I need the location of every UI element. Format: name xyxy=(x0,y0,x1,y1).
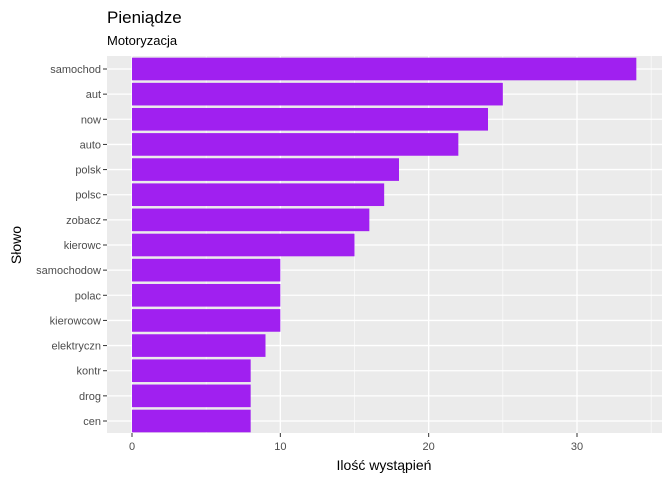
chart-subtitle: Motoryzacja xyxy=(107,33,178,48)
y-axis-title: Słowo xyxy=(8,226,24,264)
bar-polsk xyxy=(132,158,399,181)
y-tick-labels: samochod aut now auto polsk polsc zobacz kierow… xyxy=(36,64,107,428)
bars xyxy=(132,57,637,433)
y-tick-label: samochodow xyxy=(36,265,101,277)
y-tick-label: polsc xyxy=(75,190,101,202)
bar-samochodow xyxy=(132,258,281,282)
y-tick-label: kontr xyxy=(77,366,102,378)
chart-title: Pieniądze xyxy=(107,8,182,27)
x-tick-labels: 0 10 20 30 xyxy=(129,433,583,453)
x-tick-label: 30 xyxy=(571,441,583,453)
bar-drog xyxy=(132,384,251,408)
bar-samochod xyxy=(132,57,637,81)
y-tick-label: zobacz xyxy=(66,215,101,227)
y-tick-label: polac xyxy=(75,290,102,302)
y-tick-label: now xyxy=(81,114,101,126)
y-tick-label: polsk xyxy=(75,165,101,177)
bar-kierowc xyxy=(132,233,355,257)
bar-zobacz xyxy=(132,208,370,232)
y-tick-label: kierowc xyxy=(64,240,102,252)
bar-polac xyxy=(132,283,281,307)
x-tick-label: 0 xyxy=(129,441,135,453)
bar-aut xyxy=(132,82,503,106)
y-tick-label: kierowcow xyxy=(50,315,101,327)
y-tick-label: elektryczn xyxy=(51,341,101,353)
y-tick-label: aut xyxy=(86,89,101,101)
bar-elektryczn xyxy=(132,334,266,357)
y-tick-label: samochod xyxy=(50,64,101,76)
bar-kierowcow xyxy=(132,309,281,332)
bar-now xyxy=(132,107,488,131)
bar-polsc xyxy=(132,183,385,207)
x-tick-label: 20 xyxy=(423,441,435,453)
x-axis-title: Ilość wystąpień xyxy=(337,457,432,473)
bar-auto xyxy=(132,133,459,156)
bar-cen xyxy=(132,409,251,433)
y-tick-label: auto xyxy=(80,139,101,151)
y-tick-label: drog xyxy=(79,391,101,403)
bar-kontr xyxy=(132,359,251,383)
y-tick-label: cen xyxy=(83,416,101,428)
x-tick-label: 10 xyxy=(274,441,286,453)
